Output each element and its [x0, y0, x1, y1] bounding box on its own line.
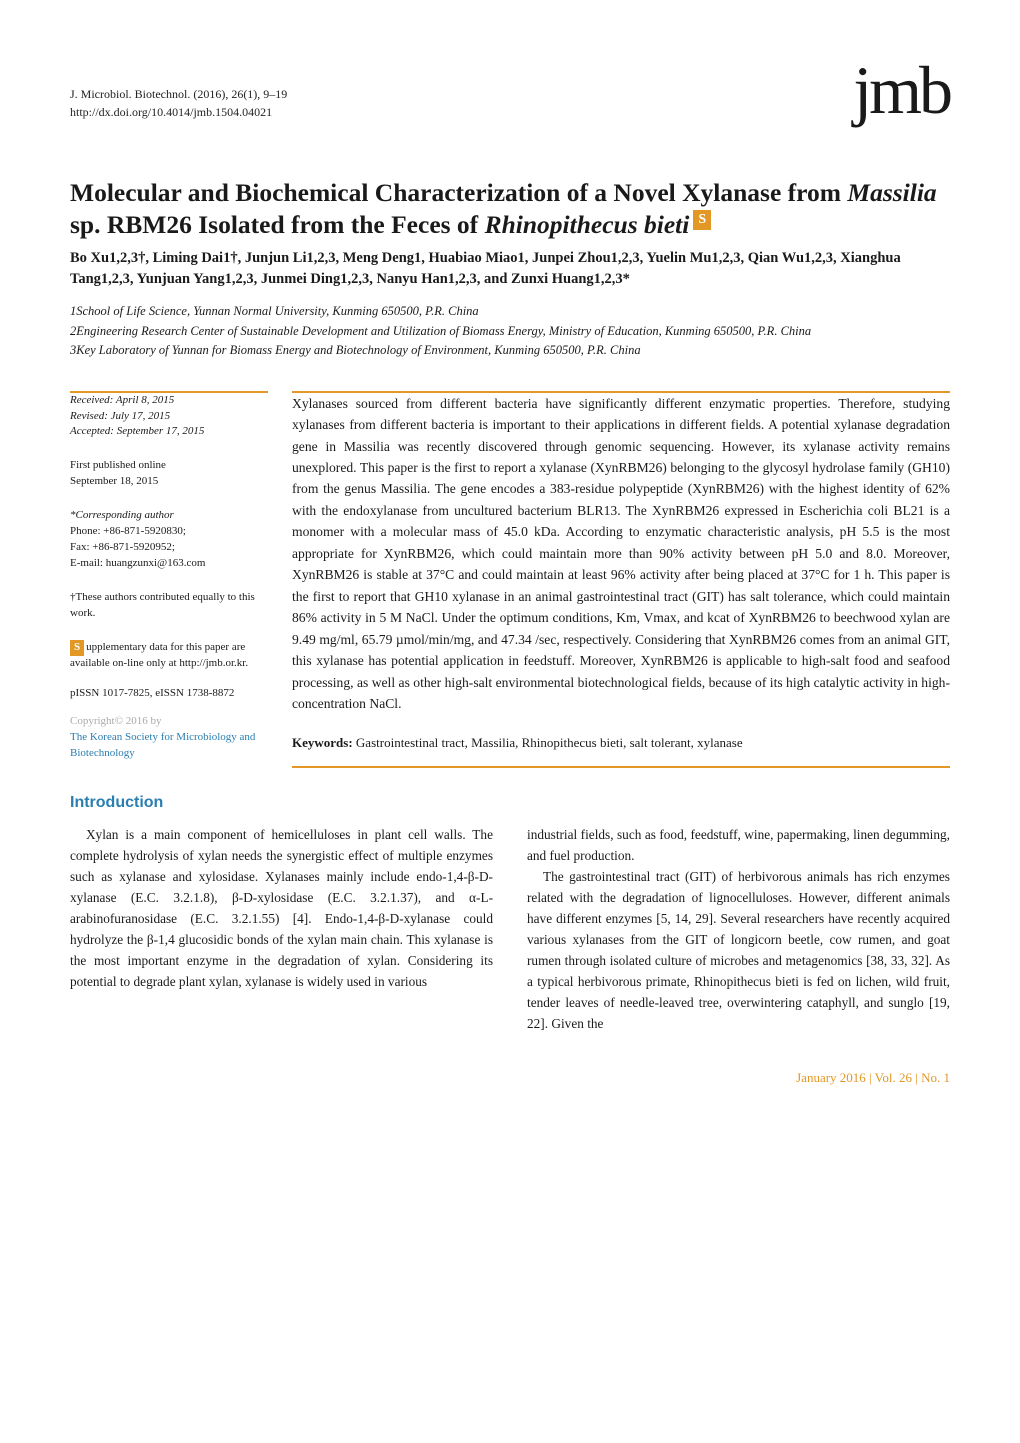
keywords-label: Keywords:: [292, 735, 353, 750]
copyright-org: The Korean Society for Microbiology and …: [70, 730, 268, 762]
journal-meta: J. Microbiol. Biotechnol. (2016), 26(1),…: [70, 86, 287, 121]
section-heading-introduction: Introduction: [70, 794, 950, 812]
main-two-pane: Received: April 8, 2015 Revised: July 17…: [70, 379, 950, 769]
sidebar: Received: April 8, 2015 Revised: July 17…: [70, 379, 268, 769]
title-italic-1: Massilia: [847, 178, 936, 207]
title-prefix: Molecular and Biochemical Characterizati…: [70, 178, 847, 207]
copyright-line: Copyright© 2016 by: [70, 714, 268, 730]
article-title: Molecular and Biochemical Characterizati…: [70, 177, 950, 240]
date-received: Received: April 8, 2015: [70, 393, 268, 409]
journal-logo: jmb: [853, 60, 950, 121]
page-footer: January 2016 | Vol. 26 | No. 1: [70, 1070, 950, 1086]
corresponding-phone: Phone: +86-871-5920830;: [70, 524, 268, 540]
first-published-label: First published online: [70, 458, 268, 474]
issn-line: pISSN 1017-7825, eISSN 1738-8872: [70, 686, 268, 702]
affiliation-1: 1School of Life Science, Yunnan Normal U…: [70, 302, 950, 321]
corresponding-email: E-mail: huangzunxi@163.com: [70, 556, 268, 572]
corresponding-label: *Corresponding author: [70, 508, 268, 524]
page-header: J. Microbiol. Biotechnol. (2016), 26(1),…: [70, 60, 950, 121]
supplementary-note: Supplementary data for this paper are av…: [70, 640, 268, 672]
abstract-column: Xylanases sourced from different bacteri…: [292, 379, 950, 769]
title-italic-2: Rhinopithecus bieti: [485, 210, 690, 239]
intro-paragraph-1-cont: industrial fields, such as food, feedstu…: [527, 824, 950, 866]
affiliations: 1School of Life Science, Yunnan Normal U…: [70, 302, 950, 360]
abstract-text: Xylanases sourced from different bacteri…: [292, 393, 950, 715]
first-published: First published online September 18, 201…: [70, 458, 268, 490]
body-column-left: Xylan is a main component of hemicellulo…: [70, 824, 493, 1034]
keywords-text: Gastrointestinal tract, Massilia, Rhinop…: [353, 735, 743, 750]
date-revised: Revised: July 17, 2015: [70, 409, 268, 425]
corresponding-author: *Corresponding author Phone: +86-871-592…: [70, 508, 268, 572]
intro-paragraph-2: The gastrointestinal tract (GIT) of herb…: [527, 866, 950, 1034]
first-published-date: September 18, 2015: [70, 474, 268, 490]
body-column-right: industrial fields, such as food, feedstu…: [527, 824, 950, 1034]
intro-paragraph-1: Xylan is a main component of hemicellulo…: [70, 824, 493, 992]
two-column-body: Xylan is a main component of hemicellulo…: [70, 824, 950, 1034]
abstract-bottom-rule: [292, 766, 950, 768]
affiliation-3: 3Key Laboratory of Yunnan for Biomass En…: [70, 341, 950, 360]
keywords: Keywords: Gastrointestinal tract, Massil…: [292, 733, 950, 753]
journal-citation: J. Microbiol. Biotechnol. (2016), 26(1),…: [70, 86, 287, 103]
equal-contribution-note: †These authors contributed equally to th…: [70, 590, 268, 622]
article-dates: Received: April 8, 2015 Revised: July 17…: [70, 393, 268, 441]
date-accepted: Accepted: September 17, 2015: [70, 424, 268, 440]
supplementary-badge-icon: S: [70, 640, 84, 656]
supplementary-text: upplementary data for this paper are ava…: [70, 641, 248, 669]
copyright: Copyright© 2016 by The Korean Society fo…: [70, 714, 268, 762]
journal-doi: http://dx.doi.org/10.4014/jmb.1504.04021: [70, 104, 287, 121]
title-mid: sp. RBM26 Isolated from the Feces of: [70, 210, 485, 239]
affiliation-2: 2Engineering Research Center of Sustaina…: [70, 322, 950, 341]
supplementary-badge-icon: S: [693, 210, 711, 229]
introduction-section: Introduction Xylan is a main component o…: [70, 794, 950, 1034]
corresponding-fax: Fax: +86-871-5920952;: [70, 540, 268, 556]
authors-line: Bo Xu1,2,3†, Liming Dai1†, Junjun Li1,2,…: [70, 248, 950, 290]
